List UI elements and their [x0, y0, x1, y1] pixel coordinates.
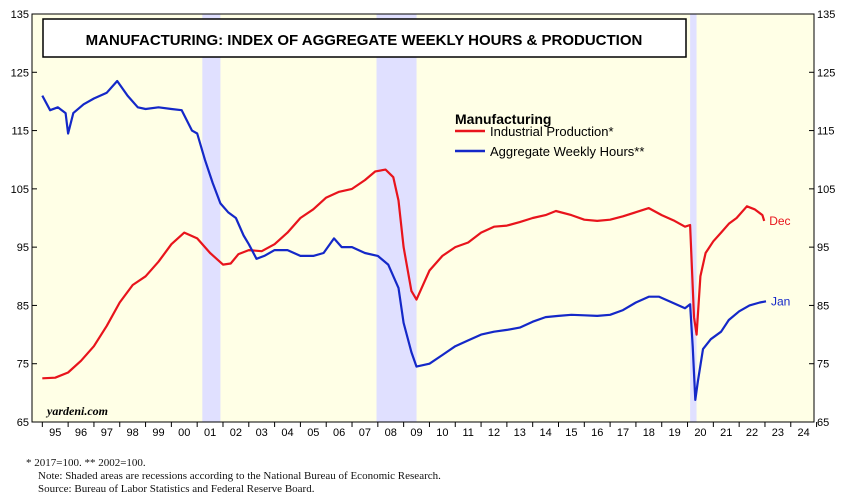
recession-band: [202, 14, 221, 422]
series-line-0: [42, 168, 766, 380]
watermark: yardeni.com: [45, 404, 108, 418]
series-line-1: [41, 79, 767, 401]
axes: 65 65 75 75 85 85 95 95 105 105 115 115 125 125 135 135…: [11, 9, 836, 439]
x-tick-label: 95: [49, 427, 61, 439]
y-tick-label-left: 135: [11, 9, 29, 21]
x-tick-label: 15: [565, 427, 577, 439]
x-tick-label: 06: [333, 427, 345, 439]
x-tick-label: 96: [75, 427, 87, 439]
y-tick-label-right: 85: [817, 300, 829, 312]
y-tick-label-left: 115: [11, 126, 29, 138]
x-tick-label: 19: [669, 427, 681, 439]
y-tick-label-left: 65: [17, 417, 29, 429]
x-tick-label: 05: [307, 427, 319, 439]
x-tick-label: 12: [488, 427, 500, 439]
y-tick-label-left: 75: [17, 359, 29, 371]
footnote-source: Source: Bureau of Labor Statistics and F…: [38, 483, 315, 495]
x-tick-label: 02: [230, 427, 242, 439]
y-tick-label-right: 135: [817, 9, 835, 21]
y-tick-label-left: 95: [17, 242, 29, 254]
x-tick-label: 23: [772, 427, 784, 439]
x-tick-label: 99: [152, 427, 164, 439]
y-tick-label-right: 95: [817, 242, 829, 254]
x-tick-label: 09: [410, 427, 422, 439]
legend-label-production: Industrial Production*: [490, 124, 614, 139]
x-tick-label: 20: [694, 427, 706, 439]
recession-band: [690, 14, 697, 422]
x-tick-label: 00: [178, 427, 190, 439]
x-tick-label: 22: [746, 427, 758, 439]
y-tick-label-right: 105: [817, 184, 835, 196]
x-tick-label: 01: [204, 427, 216, 439]
y-tick-label-right: 75: [817, 359, 829, 371]
y-tick-label-right: 125: [817, 67, 835, 79]
x-tick-label: 10: [436, 427, 448, 439]
x-tick-label: 08: [385, 427, 397, 439]
recession-bands: [202, 14, 697, 422]
series-lines: [41, 79, 767, 401]
chart-svg: 65 65 75 75 85 85 95 95 105 105 115 115 125 125 135 135…: [11, 9, 836, 439]
plot-frame: [31, 13, 815, 423]
end-label-hours: Jan: [771, 294, 790, 308]
x-tick-label: 04: [281, 427, 293, 439]
title-box: [42, 18, 687, 58]
y-tick-label-right: 115: [817, 126, 835, 138]
x-tick-label: 24: [798, 427, 810, 439]
y-tick-label-right: 65: [817, 417, 829, 429]
y-tick-label-left: 105: [11, 184, 29, 196]
recession-band: [376, 14, 417, 422]
x-tick-label: 17: [617, 427, 629, 439]
x-tick-label: 11: [462, 427, 473, 439]
x-tick-label: 18: [643, 427, 655, 439]
x-tick-label: 16: [591, 427, 603, 439]
x-tick-label: 14: [539, 427, 551, 439]
plot-background: [32, 14, 814, 422]
x-tick-label: 07: [359, 427, 371, 439]
x-tick-label: 13: [514, 427, 526, 439]
legend-title: Manufacturing: [455, 111, 551, 127]
x-tick-label: 21: [720, 427, 732, 439]
y-tick-label-left: 85: [17, 300, 29, 312]
y-tick-label-left: 125: [11, 67, 29, 79]
x-tick-label: 97: [101, 427, 113, 439]
end-label-production: Dec: [769, 214, 790, 228]
legend-label-hours: Aggregate Weekly Hours**: [490, 144, 644, 159]
chart-title: MANUFACTURING: INDEX OF AGGREGATE WEEKLY…: [86, 32, 643, 49]
footnote-note: Note: Shaded areas are recessions accord…: [38, 470, 441, 482]
footnote-indexes: * 2017=100. ** 2002=100.: [26, 457, 146, 469]
x-tick-label: 03: [256, 427, 268, 439]
x-tick-label: 98: [127, 427, 139, 439]
